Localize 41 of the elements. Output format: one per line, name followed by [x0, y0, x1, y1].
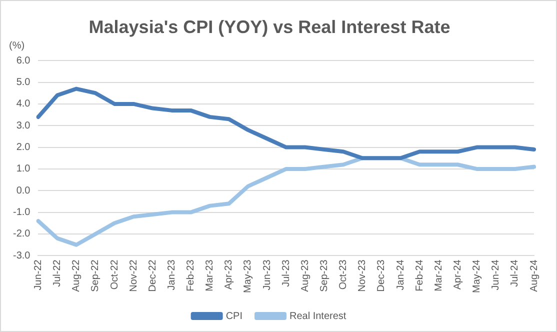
x-tick-label: Oct-22 [109, 259, 120, 290]
x-tick-label: Nov-22 [128, 259, 140, 292]
x-tick-label: Mar-23 [204, 259, 216, 292]
chart-title: Malaysia's CPI (YOY) vs Real Interest Rate [88, 16, 450, 37]
x-tick-label: Jun-24 [490, 259, 502, 290]
x-tick-label: May-24 [472, 259, 483, 294]
x-tick-label: Jan-23 [166, 259, 178, 290]
x-tick-label: Oct-23 [338, 259, 350, 290]
y-tick-label: 5.0 [16, 77, 31, 88]
legend-label: Real Interest [289, 310, 346, 322]
y-tick-label: -2.0 [12, 228, 31, 240]
x-tick-label: Aug-23 [300, 259, 311, 292]
x-tick-label: Jun-23 [262, 259, 273, 290]
y-tick-label: 6.0 [16, 55, 31, 66]
x-tick-label: Jun-22 [32, 259, 44, 290]
x-tick-label: Aug-24 [528, 259, 540, 292]
x-tick-label: Apr-24 [452, 259, 464, 290]
x-tick-label: Aug-22 [71, 259, 82, 292]
x-tick-label: Mar-24 [433, 259, 444, 292]
y-tick-label: 2.0 [16, 142, 31, 154]
x-tick-label: Dec-23 [376, 259, 388, 292]
y-tick-label: -3.0 [12, 250, 31, 262]
x-tick-label: Apr-23 [224, 259, 235, 290]
x-tick-label: Sep-22 [90, 259, 102, 292]
x-tick-label: Feb-23 [186, 259, 197, 292]
x-tick-label: Nov-23 [357, 259, 368, 292]
y-tick-label: 1.0 [16, 164, 31, 175]
y-tick-label: 0.0 [16, 185, 31, 196]
x-tick-label: May-23 [242, 259, 254, 294]
y-tick-label: 4.0 [16, 98, 31, 110]
y-tick-label: -1.0 [12, 207, 31, 218]
y-axis-title: (%) [9, 40, 25, 52]
x-tick-label: Feb-24 [414, 259, 426, 292]
x-tick-label: Dec-22 [147, 259, 158, 292]
y-tick-label: 3.0 [16, 120, 31, 132]
legend-label: CPI [226, 310, 242, 322]
x-tick-label: Jul-22 [52, 259, 64, 287]
x-tick-label: Jan-24 [395, 259, 406, 290]
x-tick-label: Jul-23 [280, 259, 292, 287]
x-tick-label: Jul-24 [510, 259, 521, 287]
x-tick-label: Sep-23 [319, 259, 330, 292]
